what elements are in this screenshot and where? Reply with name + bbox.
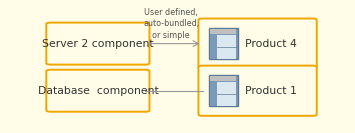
Text: Database  component: Database component	[38, 86, 158, 96]
Bar	[210, 29, 236, 34]
Bar	[210, 35, 236, 59]
FancyBboxPatch shape	[46, 70, 149, 112]
Text: Product 4: Product 4	[245, 39, 297, 49]
Bar	[210, 82, 236, 106]
Bar	[210, 35, 217, 59]
Text: Product 1: Product 1	[245, 86, 297, 96]
FancyBboxPatch shape	[209, 75, 237, 106]
Bar	[210, 76, 236, 81]
FancyBboxPatch shape	[209, 28, 237, 59]
FancyBboxPatch shape	[198, 18, 317, 69]
Text: User defined,
auto-bundled,
or simple: User defined, auto-bundled, or simple	[143, 8, 199, 40]
Bar	[210, 82, 217, 106]
Text: Server 2 component: Server 2 component	[42, 39, 154, 49]
FancyBboxPatch shape	[198, 66, 317, 116]
FancyBboxPatch shape	[46, 23, 149, 65]
